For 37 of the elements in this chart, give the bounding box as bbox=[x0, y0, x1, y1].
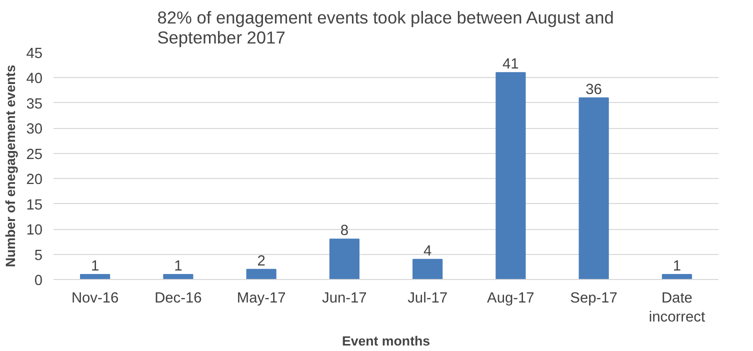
x-tick-label: Aug-17 bbox=[487, 290, 534, 306]
y-tick-label: 35 bbox=[26, 96, 43, 112]
data-label: 41 bbox=[502, 56, 519, 73]
x-tick-label: Sep-17 bbox=[570, 290, 618, 306]
chart-title: 82% of engagement events took place between August and September 2017 bbox=[157, 8, 614, 48]
bar bbox=[80, 274, 110, 280]
bar bbox=[578, 97, 609, 280]
y-tick-label: 10 bbox=[26, 222, 43, 239]
y-tick-label: 5 bbox=[34, 248, 43, 264]
bar bbox=[246, 268, 276, 280]
x-tick-label: May-17 bbox=[236, 290, 286, 306]
y-tick-label: 25 bbox=[26, 146, 43, 163]
data-label: 4 bbox=[423, 243, 432, 260]
x-tick-label: Dec-16 bbox=[154, 290, 202, 306]
x-tick-label: Date incorrect bbox=[648, 290, 706, 326]
bar bbox=[496, 72, 526, 280]
bar bbox=[163, 274, 194, 280]
data-label: 2 bbox=[257, 253, 266, 270]
bar bbox=[412, 258, 443, 280]
data-label: 1 bbox=[672, 258, 682, 274]
data-label: 1 bbox=[174, 258, 182, 274]
y-tick-label: 20 bbox=[26, 172, 43, 188]
bar bbox=[662, 274, 692, 280]
data-label: 36 bbox=[586, 82, 602, 98]
bar bbox=[329, 238, 360, 280]
x-tick-label: Jul-17 bbox=[408, 290, 448, 306]
data-label: 1 bbox=[90, 258, 100, 274]
y-axis-title: Number of enegagement events bbox=[3, 64, 18, 268]
y-tick-label: 40 bbox=[26, 71, 43, 88]
y-tick-label: 15 bbox=[26, 197, 43, 214]
x-axis-title: Event months bbox=[342, 334, 430, 349]
data-label: 8 bbox=[340, 223, 349, 240]
y-tick-label: 45 bbox=[26, 46, 43, 62]
y-tick-label: 0 bbox=[34, 273, 43, 289]
y-tick-label: 30 bbox=[26, 122, 43, 138]
x-tick-label: Jun-17 bbox=[322, 290, 367, 306]
x-tick-label: Nov-16 bbox=[71, 290, 119, 306]
